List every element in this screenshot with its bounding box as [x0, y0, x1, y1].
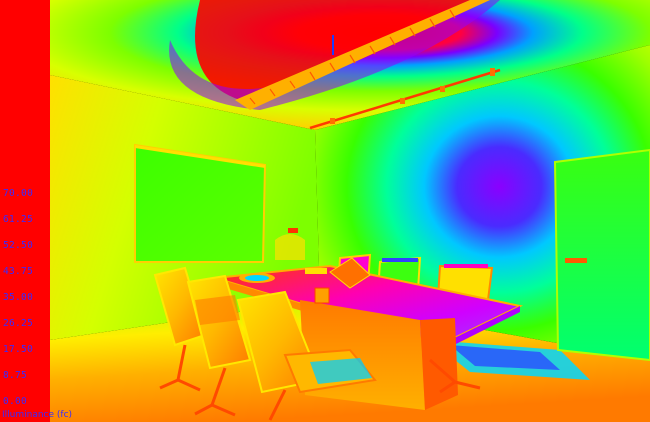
legend-tick-35: 35.00 — [3, 292, 34, 303]
legend-tick-8: 8.75 — [3, 370, 28, 381]
legend-tick-0: 0.00 — [3, 396, 28, 407]
legend-tick-43: 43.75 — [3, 266, 34, 277]
legend-tick-26: 26.25 — [3, 318, 34, 329]
legend-color-bar — [0, 0, 50, 422]
front-chairs — [153, 266, 481, 421]
legend-units-label: Illuminance (fc) — [2, 410, 73, 420]
legend-tick-61: 61.25 — [3, 214, 34, 225]
legend-tick-52: 52.50 — [3, 240, 34, 251]
table-speaker — [329, 257, 371, 289]
mug — [314, 287, 330, 304]
door — [553, 148, 650, 362]
ceiling-light-fixture — [235, 0, 490, 110]
legend-tick-17: 17.50 — [3, 344, 34, 355]
door-handle — [565, 258, 587, 263]
legend-tick-70: 70.00 — [3, 188, 34, 199]
whiteboard — [134, 143, 267, 263]
illuminance-legend: 70.00 61.25 52.50 43.75 35.00 26.25 17.5… — [0, 0, 72, 422]
